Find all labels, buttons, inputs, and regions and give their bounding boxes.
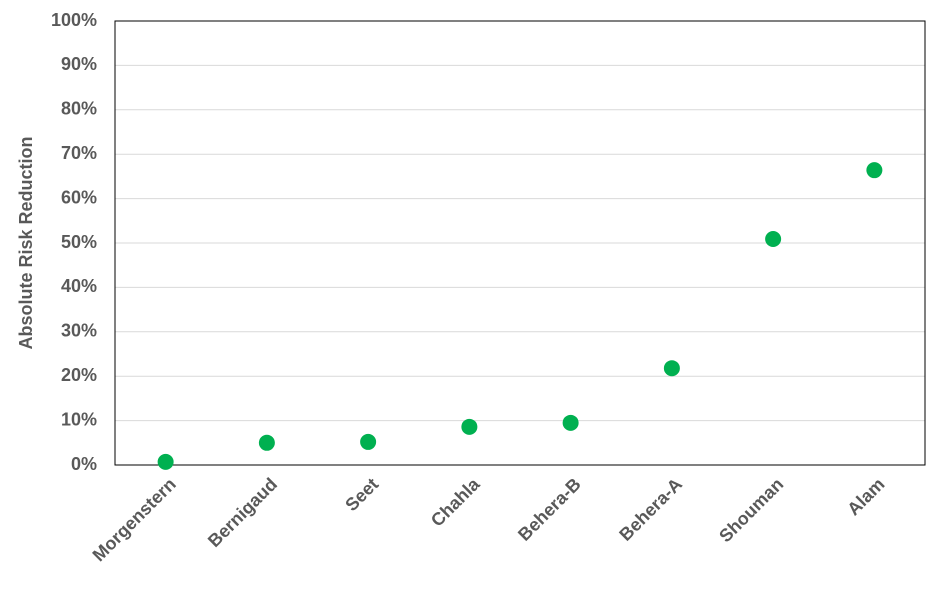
dot bbox=[258, 434, 275, 451]
dot bbox=[461, 418, 478, 435]
dot bbox=[765, 231, 782, 248]
dot bbox=[663, 360, 680, 377]
x-tick-label: Behera-A bbox=[615, 474, 686, 545]
y-tick-label: 80% bbox=[61, 99, 97, 119]
dot bbox=[157, 453, 174, 470]
x-tick-label: Behera-B bbox=[514, 474, 585, 545]
dot bbox=[360, 433, 377, 450]
x-tick-label: Bernigaud bbox=[204, 474, 281, 551]
y-tick-label: 20% bbox=[61, 365, 97, 385]
y-tick-label: 50% bbox=[61, 232, 97, 252]
x-tick-label: Chahla bbox=[427, 473, 484, 530]
y-axis-title: Absolute Risk Reduction bbox=[16, 136, 36, 349]
y-tick-label: 90% bbox=[61, 54, 97, 74]
y-tick-label: 100% bbox=[51, 10, 97, 30]
y-tick-label: 0% bbox=[71, 454, 97, 474]
dot bbox=[562, 414, 579, 431]
x-tick-label: Alam bbox=[843, 474, 888, 519]
y-tick-label: 30% bbox=[61, 321, 97, 341]
plot-border bbox=[114, 20, 926, 466]
dot bbox=[866, 162, 883, 179]
x-tick-label: Morgenstern bbox=[89, 474, 180, 565]
x-tick-label: Shouman bbox=[715, 474, 787, 546]
y-tick-label: 60% bbox=[61, 187, 97, 207]
x-tick-label: Seet bbox=[341, 474, 382, 515]
y-tick-label: 10% bbox=[61, 409, 97, 429]
y-tick-label: 40% bbox=[61, 276, 97, 296]
y-tick-label: 70% bbox=[61, 143, 97, 163]
